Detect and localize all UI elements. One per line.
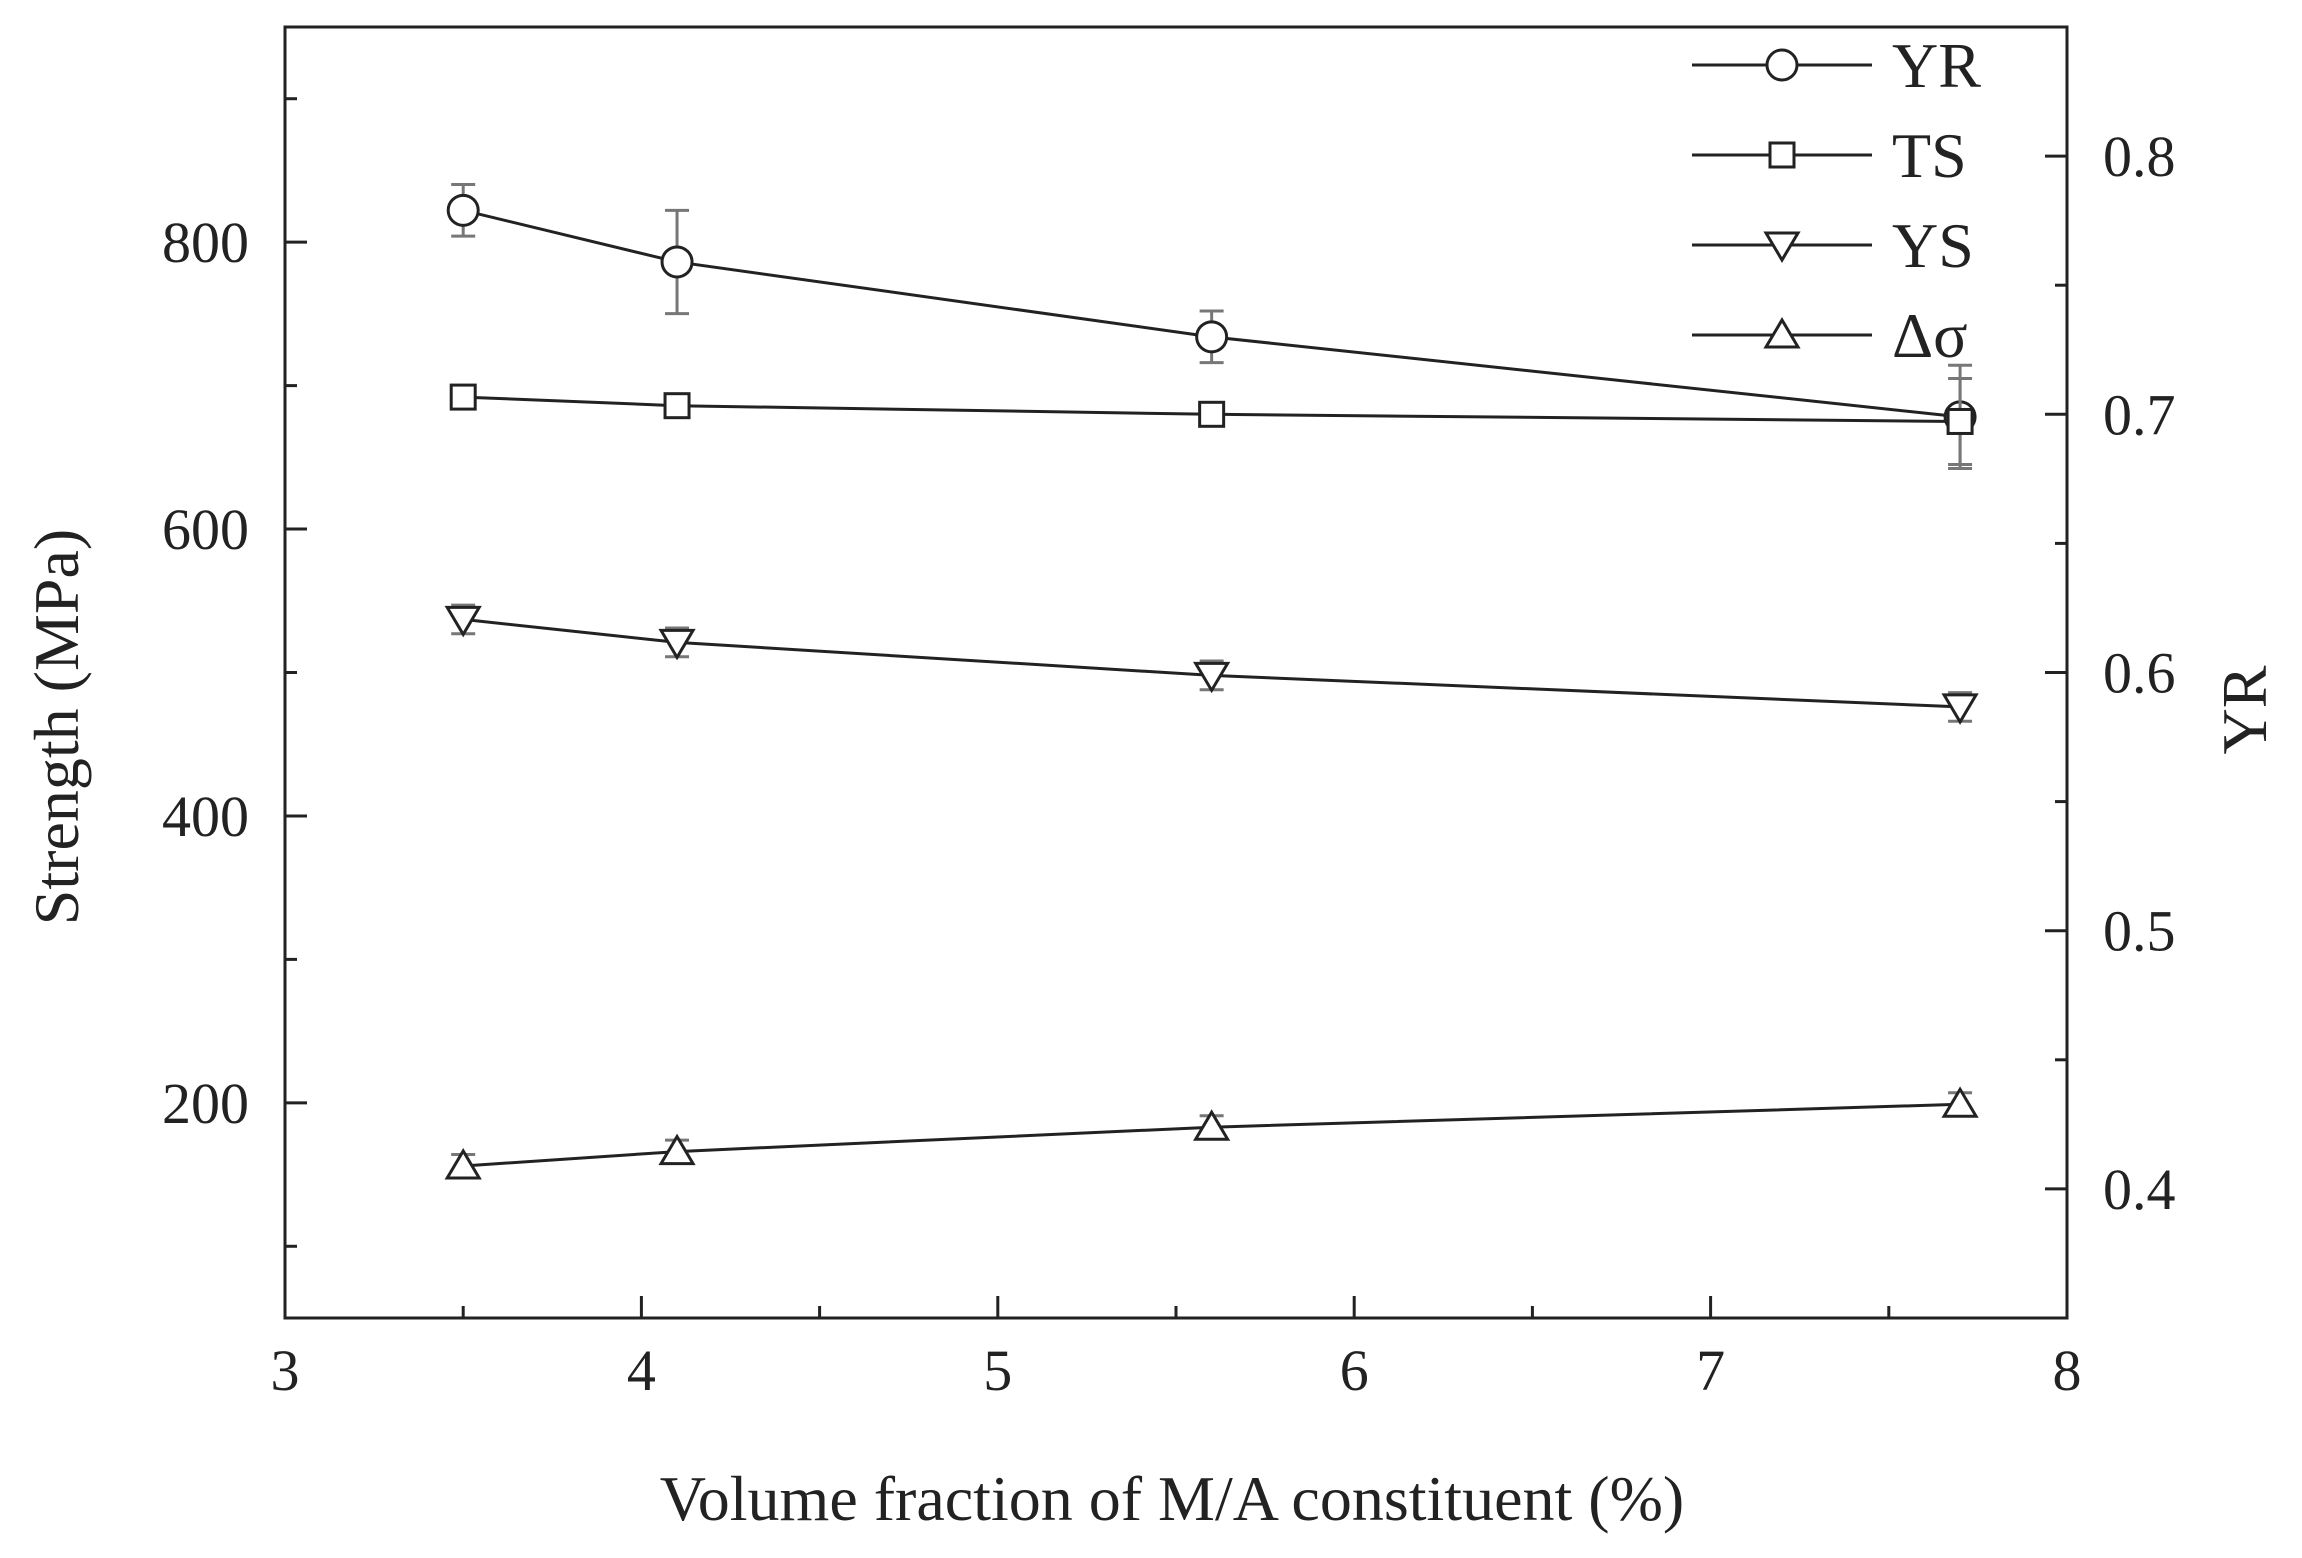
y-axis-left-title: Strength (MPa): [21, 529, 92, 925]
data-point-ys: [444, 605, 482, 638]
legend-marker: [1768, 141, 1796, 169]
legend-entry-yr: YR: [1692, 30, 1981, 101]
x-tick-label: 4: [627, 1338, 656, 1403]
legend-entry-delta-sigma: Δσ: [1692, 300, 1968, 371]
legend-entry-ts: TS: [1692, 120, 1967, 191]
series-ys: [444, 603, 1979, 725]
y-left-tick-label: 400: [162, 784, 249, 849]
legend-marker: [1763, 317, 1801, 349]
legend-entry-ys: YS: [1692, 210, 1974, 281]
data-point-ts: [1946, 407, 1974, 435]
legend-label: Δσ: [1892, 300, 1968, 371]
data-point-yr: [446, 193, 480, 227]
data-point-delta-sigma: [1193, 1109, 1231, 1141]
data-point-delta-sigma: [658, 1133, 696, 1166]
data-point-ts: [1198, 400, 1226, 428]
x-tick-label: 8: [2053, 1338, 2082, 1403]
data-point-ys: [1193, 661, 1231, 694]
y-right-tick-label: 0.4: [2103, 1157, 2176, 1222]
data-point-delta-sigma: [444, 1148, 482, 1180]
x-tick-label: 5: [983, 1338, 1012, 1403]
series-ts: [449, 376, 1974, 467]
series-line-delta-sigma: [463, 1102, 1961, 1168]
legend-marker: [1763, 231, 1801, 263]
series-delta-sigma: [444, 1086, 1979, 1180]
legend-label: YR: [1892, 30, 1981, 101]
series-yr: [446, 183, 1977, 471]
y-axis-right-title: YR: [2209, 665, 2280, 754]
y-right-tick-label: 0.8: [2103, 124, 2176, 189]
data-point-ts: [663, 392, 691, 420]
y-right-tick-label: 0.6: [2103, 641, 2176, 706]
series-line-ts: [463, 395, 1961, 423]
legend-label: YS: [1892, 210, 1974, 281]
y-right-tick-label: 0.5: [2103, 899, 2176, 964]
x-tick-label: 3: [271, 1338, 300, 1403]
data-point-yr: [660, 245, 694, 279]
data-point-ys: [658, 628, 696, 661]
data-point-ts: [449, 383, 477, 411]
series-line-ys: [463, 617, 1961, 709]
legend-label: TS: [1892, 120, 1967, 191]
data-point-ys: [1941, 693, 1979, 725]
y-right-tick-label: 0.7: [2103, 382, 2176, 447]
series-line-yr: [462, 208, 1961, 419]
y-left-tick-label: 600: [162, 497, 249, 562]
data-point-yr: [1195, 320, 1229, 354]
y-left-tick-label: 800: [162, 210, 249, 275]
data-point-delta-sigma: [1941, 1086, 1979, 1118]
x-tick-label: 7: [1696, 1338, 1725, 1403]
legend-marker: [1765, 48, 1799, 82]
x-axis-title: Volume fraction of M/A constituent (%): [660, 1463, 1684, 1534]
x-tick-label: 6: [1340, 1338, 1369, 1403]
y-left-tick-label: 200: [162, 1071, 249, 1136]
